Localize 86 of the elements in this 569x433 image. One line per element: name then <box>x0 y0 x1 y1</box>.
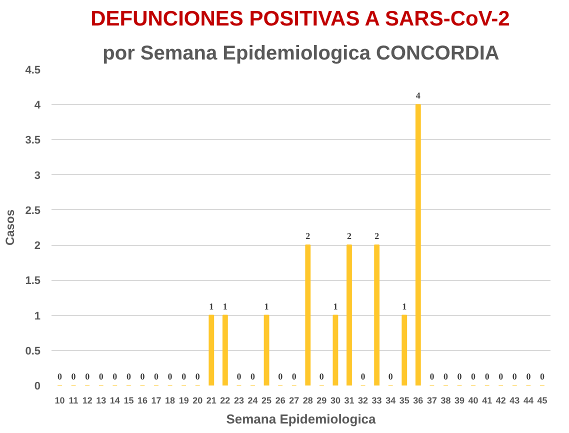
data-label: 0 <box>250 372 256 382</box>
y-tick-label: 0 <box>34 380 41 392</box>
x-tick-label: 16 <box>137 396 148 406</box>
x-tick-label: 38 <box>440 396 451 406</box>
x-tick-label: 36 <box>413 396 424 406</box>
data-label: 2 <box>346 231 352 242</box>
x-tick-label: 27 <box>289 396 300 406</box>
x-tick-label: 35 <box>399 396 410 406</box>
x-tick-label: 11 <box>68 396 78 406</box>
data-label: 0 <box>319 372 324 382</box>
x-tick-label: 44 <box>523 396 534 406</box>
data-label: 0 <box>236 372 242 382</box>
x-tick-label: 14 <box>110 396 120 406</box>
y-axis-title: Casos <box>3 209 18 246</box>
data-label: 0 <box>292 372 297 382</box>
data-label: 0 <box>457 372 462 382</box>
data-label: 0 <box>195 372 200 382</box>
x-tick-label: 20 <box>192 396 203 406</box>
data-label: 0 <box>512 372 518 382</box>
data-label: 0 <box>526 372 532 382</box>
data-label: 1 <box>402 301 408 312</box>
y-tick-label: 3.5 <box>25 134 41 147</box>
data-label: 2 <box>374 231 380 242</box>
data-label: 2 <box>306 231 311 242</box>
x-tick-label: 28 <box>302 396 313 406</box>
x-tick-label: 34 <box>386 396 396 406</box>
x-tick-label: 41 <box>482 396 492 406</box>
y-tick-label: 4 <box>34 100 42 112</box>
y-tick-label: 0.5 <box>25 345 41 358</box>
x-tick-label: 25 <box>262 396 272 406</box>
x-tick-label: 43 <box>510 396 520 406</box>
data-label: 0 <box>140 372 146 382</box>
data-label: 0 <box>540 372 545 382</box>
y-tick-label: 2 <box>34 240 41 252</box>
chart-title: DEFUNCIONES POSITIVAS A SARS-CoV-2 <box>90 8 510 30</box>
data-label: 4 <box>416 90 421 101</box>
data-label: 1 <box>222 301 228 312</box>
x-tick-label: 30 <box>330 396 340 406</box>
x-tick-label: 23 <box>234 396 244 406</box>
x-tick-label: 42 <box>496 396 506 406</box>
y-tick-label: 3 <box>34 170 41 182</box>
data-label: 0 <box>58 372 63 382</box>
data-label: 0 <box>388 372 394 382</box>
x-tick-label: 12 <box>82 396 92 406</box>
data-label: 1 <box>209 301 214 312</box>
data-label: 0 <box>168 372 173 382</box>
data-label: 0 <box>112 372 118 382</box>
x-tick-label: 39 <box>454 396 465 406</box>
chart-subtitle: por Semana Epidemiologica CONCORDIA <box>102 42 500 64</box>
y-tick-label: 2.5 <box>25 204 41 217</box>
data-label: 0 <box>430 372 435 382</box>
x-tick-label: 13 <box>96 396 106 406</box>
data-label: 0 <box>360 372 366 382</box>
data-label: 0 <box>98 372 104 382</box>
data-label: 1 <box>333 301 338 312</box>
x-tick-label: 40 <box>468 396 478 406</box>
x-tick-label: 45 <box>537 396 548 406</box>
x-tick-label: 18 <box>165 396 176 406</box>
y-tick-label: 4.5 <box>25 64 41 76</box>
x-tick-label: 15 <box>124 396 134 406</box>
x-tick-label: 29 <box>316 396 327 406</box>
data-label: 0 <box>154 372 160 382</box>
x-tick-label: 31 <box>344 396 354 406</box>
data-label: 0 <box>278 372 284 382</box>
x-tick-label: 22 <box>220 396 230 406</box>
data-label: 0 <box>126 372 132 382</box>
y-tick-label: 1.5 <box>25 275 41 288</box>
x-tick-label: 17 <box>151 396 162 406</box>
y-tick-label: 1 <box>34 310 41 322</box>
data-label: 0 <box>484 372 490 382</box>
data-label: 1 <box>264 301 270 312</box>
data-label: 0 <box>85 372 90 382</box>
x-tick-label: 26 <box>275 396 286 406</box>
data-label: 0 <box>498 372 504 382</box>
x-tick-label: 10 <box>54 396 65 406</box>
x-axis-title: Semana Epidemiologica <box>226 412 377 426</box>
x-tick-label: 33 <box>372 396 382 406</box>
x-tick-label: 37 <box>426 396 437 406</box>
x-tick-label: 24 <box>248 396 258 406</box>
data-label: 0 <box>443 372 448 382</box>
x-tick-label: 21 <box>206 396 216 406</box>
x-tick-label: 19 <box>178 396 189 406</box>
x-tick-label: 32 <box>358 396 368 406</box>
data-label: 0 <box>471 372 476 382</box>
data-label: 0 <box>71 372 76 382</box>
data-label: 0 <box>182 372 187 382</box>
